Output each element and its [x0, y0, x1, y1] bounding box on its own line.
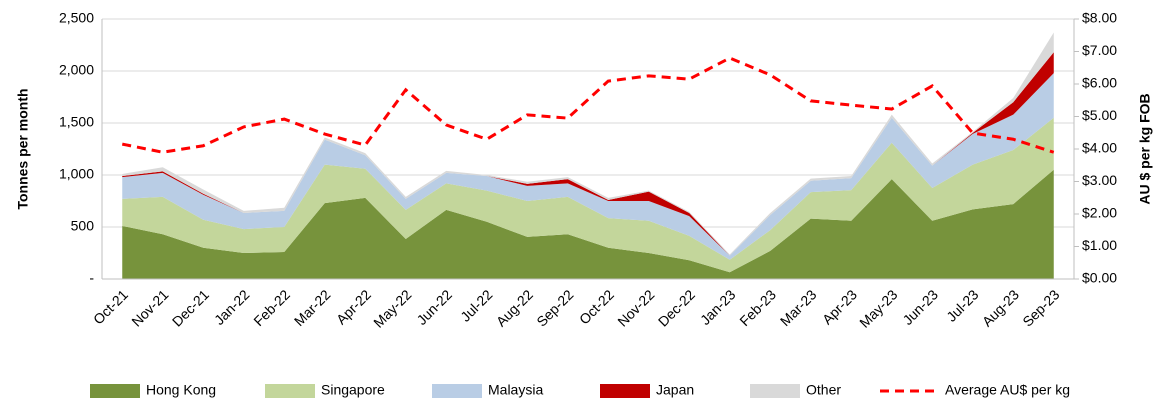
y2-axis-title: AU $ per kg FOB	[1137, 93, 1153, 204]
y2-tick-label: $4.00	[1082, 140, 1117, 156]
legend-label: Other	[806, 382, 841, 398]
y-tick-label: 2,000	[59, 62, 94, 78]
x-tick-label: Aug-22	[493, 286, 536, 329]
x-tick-label: Nov-22	[614, 286, 657, 329]
y2-tick-label: $1.00	[1082, 237, 1117, 253]
x-tick-label: Jun-23	[899, 286, 941, 328]
y-tick-label: 2,500	[59, 10, 94, 26]
y-tick-label: 1,500	[59, 114, 94, 130]
area	[122, 117, 1054, 273]
x-tick-label: May-23	[856, 286, 900, 330]
x-tick-label: Nov-21	[128, 286, 171, 329]
x-tick-label: Dec-22	[655, 286, 698, 329]
legend-swatch	[750, 384, 800, 398]
x-tick-label: Aug-23	[979, 286, 1022, 329]
legend-swatch	[90, 384, 140, 398]
y2-tick-label: $0.00	[1082, 270, 1117, 286]
legend-label: Hong Kong	[146, 382, 216, 398]
area	[122, 169, 1054, 279]
x-tick-label: Jan-22	[211, 286, 253, 328]
legend-swatch	[432, 384, 482, 398]
x-tick-label: Feb-23	[736, 286, 779, 329]
legend-swatch	[265, 384, 315, 398]
x-tick-label: Mar-23	[777, 286, 820, 329]
y2-tick-label: $3.00	[1082, 172, 1117, 188]
area	[122, 73, 1054, 260]
y-axis-title: Tonnes per month	[15, 88, 31, 209]
y2-tick-label: $8.00	[1082, 10, 1117, 26]
x-tick-label: Jun-22	[413, 286, 455, 328]
legend-swatch	[600, 384, 650, 398]
legend-label: Japan	[656, 382, 694, 398]
legend-label: Singapore	[321, 382, 385, 398]
x-tick-label: Jan-23	[697, 286, 739, 328]
y-tick-label: -	[89, 270, 94, 286]
x-tick-label: Jul-23	[943, 286, 981, 324]
y2-tick-label: $6.00	[1082, 75, 1117, 91]
x-tick-label: Mar-22	[291, 286, 334, 329]
x-tick-label: Oct-21	[90, 286, 131, 327]
y2-tick-label: $2.00	[1082, 205, 1117, 221]
x-tick-label: Sep-23	[1019, 286, 1062, 329]
x-tick-label: Dec-21	[169, 286, 212, 329]
y2-tick-label: $7.00	[1082, 42, 1117, 58]
x-tick-label: Jul-22	[457, 286, 495, 324]
y-tick-label: 1,000	[59, 166, 94, 182]
legend-label: Malaysia	[488, 382, 543, 398]
x-tick-label: Apr-23	[819, 286, 860, 327]
y2-tick-label: $5.00	[1082, 107, 1117, 123]
x-tick-label: Feb-22	[250, 286, 293, 329]
x-tick-label: Sep-22	[533, 286, 576, 329]
x-tick-label: Apr-22	[333, 286, 374, 327]
x-tick-label: May-22	[370, 286, 414, 330]
line	[121, 56, 1055, 154]
x-tick-label: Oct-22	[576, 286, 617, 327]
legend-label: Average AU$ per kg	[945, 382, 1070, 398]
y-tick-label: 500	[71, 218, 95, 234]
